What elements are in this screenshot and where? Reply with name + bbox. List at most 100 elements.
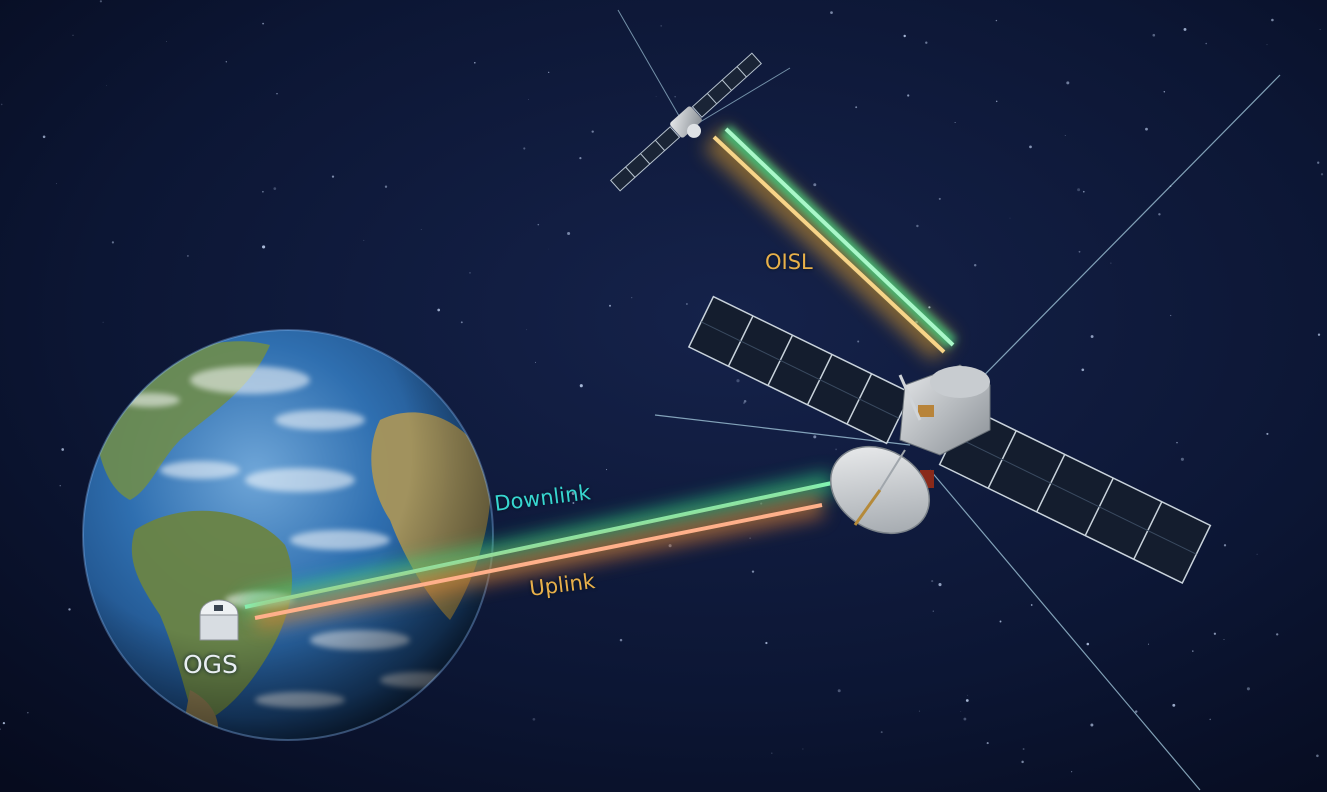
small-satellite: [610, 52, 762, 192]
star: [1192, 650, 1194, 652]
star: [995, 100, 998, 103]
star: [963, 717, 967, 721]
star: [68, 608, 71, 611]
star: [1317, 333, 1321, 336]
uplink-beam: [252, 493, 825, 630]
star: [591, 130, 594, 133]
star: [830, 11, 833, 14]
star: [55, 183, 58, 185]
solar-array-left: [687, 295, 913, 445]
star: [579, 157, 582, 160]
star: [1090, 335, 1094, 338]
star: [1064, 135, 1066, 136]
star: [1180, 457, 1184, 461]
star: [660, 25, 662, 27]
star: [27, 712, 29, 714]
star: [619, 638, 623, 642]
star: [932, 610, 934, 612]
star: [880, 731, 883, 734]
star: [579, 384, 583, 388]
star: [1030, 604, 1033, 606]
star: [743, 400, 747, 403]
satellite-bus: [898, 364, 991, 488]
star: [1022, 748, 1025, 750]
star: [532, 717, 536, 721]
antenna-lines: [654, 74, 1281, 791]
ground-station-icon: [199, 599, 239, 641]
star: [106, 85, 107, 87]
star: [685, 303, 688, 305]
star: [609, 304, 611, 307]
star: [835, 448, 837, 451]
star: [1086, 642, 1090, 646]
star: [1083, 190, 1085, 193]
star: [631, 297, 633, 299]
star: [1009, 217, 1011, 219]
star: [1172, 703, 1176, 707]
star: [2, 721, 6, 725]
star: [363, 239, 365, 241]
star: [572, 502, 575, 504]
star: [1110, 262, 1112, 264]
star: [537, 223, 540, 226]
star: [907, 94, 910, 97]
star: [225, 61, 227, 63]
star: [749, 537, 751, 539]
star: [102, 321, 104, 323]
star: [1205, 42, 1207, 45]
star: [837, 689, 841, 693]
star: [973, 264, 977, 267]
star: [72, 34, 74, 36]
small-satellite-antenna-lines: [617, 9, 791, 129]
star: [1256, 553, 1258, 555]
star: [420, 229, 422, 231]
star: [331, 175, 335, 178]
small-satellite-panel-right: [691, 52, 762, 118]
star: [1170, 314, 1172, 317]
star: [262, 22, 265, 25]
star: [61, 448, 65, 451]
star: [548, 248, 549, 250]
star: [960, 711, 962, 712]
star: [1316, 754, 1319, 758]
star: [1176, 441, 1178, 444]
star: [855, 106, 858, 109]
star: [743, 402, 745, 404]
star: [474, 61, 476, 64]
oisl-beam: [703, 124, 957, 362]
star: [857, 340, 860, 343]
star: [938, 197, 941, 200]
star: [1223, 639, 1225, 640]
star: [1266, 432, 1269, 435]
star: [802, 748, 804, 750]
star: [655, 96, 657, 97]
star: [276, 92, 278, 95]
star: [1029, 145, 1032, 149]
star: [995, 19, 998, 22]
earth: [82, 329, 494, 741]
star: [1090, 723, 1094, 727]
star: [437, 308, 441, 312]
star: [954, 121, 956, 123]
star: [918, 710, 920, 712]
star: [925, 41, 928, 44]
star: [1319, 29, 1321, 31]
star: [903, 34, 906, 38]
star: [1158, 213, 1161, 216]
star: [99, 0, 102, 3]
star: [1134, 710, 1138, 713]
star: [527, 99, 529, 100]
star: [1213, 632, 1217, 635]
star: [166, 41, 167, 42]
star: [1223, 544, 1227, 547]
star: [1183, 27, 1187, 31]
star: [771, 752, 773, 754]
star: [1077, 188, 1081, 192]
star: [765, 641, 768, 645]
ogs-label: OGS: [183, 650, 238, 679]
star: [1147, 643, 1150, 645]
star: [813, 435, 817, 439]
star: [916, 224, 919, 228]
star: [736, 379, 740, 383]
